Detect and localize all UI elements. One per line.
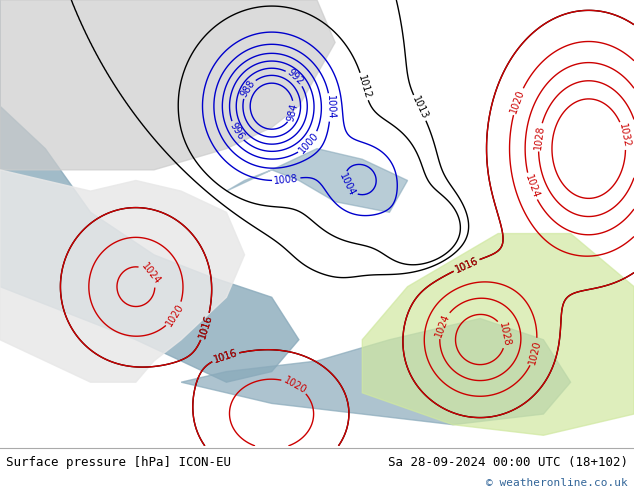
Text: 1016: 1016: [212, 348, 238, 365]
Text: 1016: 1016: [197, 314, 214, 340]
Text: 1000: 1000: [297, 131, 321, 156]
Text: 996: 996: [228, 121, 246, 142]
Text: 1016: 1016: [453, 255, 480, 274]
Polygon shape: [0, 170, 245, 382]
Text: 1032: 1032: [617, 122, 631, 149]
Text: 988: 988: [239, 78, 257, 99]
Text: 1028: 1028: [497, 321, 512, 347]
Text: © weatheronline.co.uk: © weatheronline.co.uk: [486, 478, 628, 489]
Text: 1013: 1013: [410, 95, 430, 121]
Text: 1004: 1004: [337, 172, 357, 198]
Text: 1024: 1024: [139, 262, 162, 287]
Polygon shape: [226, 148, 408, 212]
Text: 1012: 1012: [356, 74, 372, 100]
Polygon shape: [362, 234, 634, 435]
Text: 1004: 1004: [325, 95, 335, 120]
Text: Surface pressure [hPa] ICON-EU: Surface pressure [hPa] ICON-EU: [6, 456, 231, 469]
Text: 1020: 1020: [508, 88, 527, 115]
Polygon shape: [0, 0, 335, 170]
Text: Sa 28-09-2024 00:00 UTC (18+102): Sa 28-09-2024 00:00 UTC (18+102): [387, 456, 628, 469]
Text: 1020: 1020: [164, 301, 186, 328]
Polygon shape: [0, 0, 299, 382]
Text: 1024: 1024: [434, 312, 451, 339]
Text: 992: 992: [285, 68, 305, 88]
Text: 1016: 1016: [453, 255, 480, 274]
Polygon shape: [181, 318, 571, 425]
Text: 1016: 1016: [197, 314, 214, 340]
Text: 1024: 1024: [522, 173, 540, 200]
Text: 1020: 1020: [527, 339, 543, 365]
Text: 1020: 1020: [281, 375, 308, 395]
Text: 1016: 1016: [212, 348, 238, 365]
Text: 984: 984: [286, 102, 300, 122]
Text: 1008: 1008: [274, 173, 299, 186]
Text: 1028: 1028: [533, 124, 546, 150]
